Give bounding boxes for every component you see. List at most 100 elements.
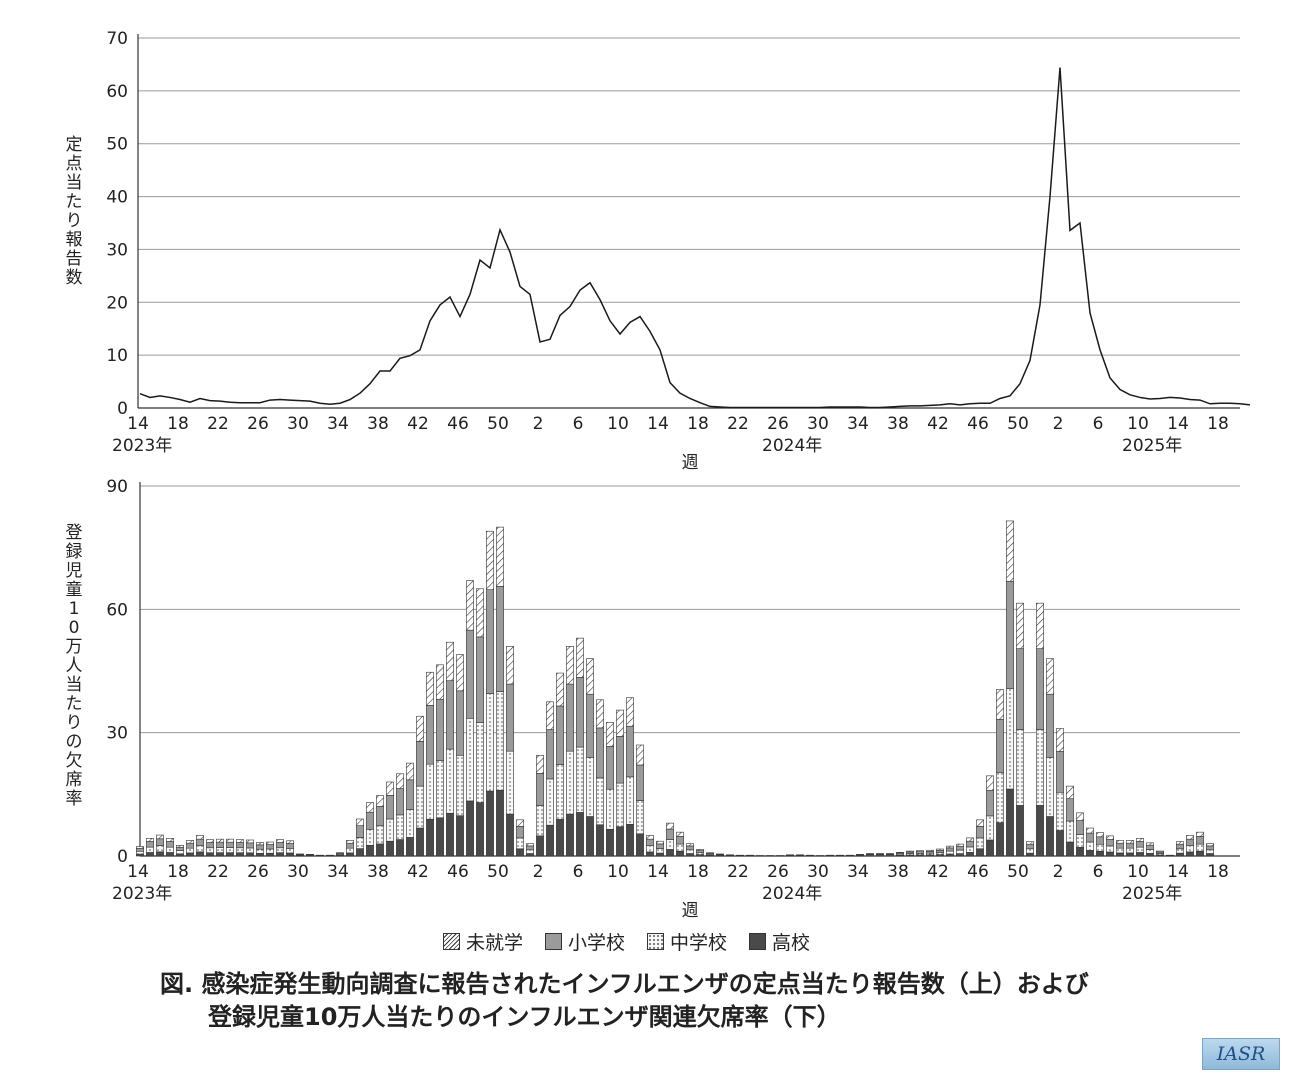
bar-segment-junior-high (476, 722, 484, 803)
top-series (139, 67, 1251, 409)
top-x-tick-label: 46 (447, 414, 469, 434)
bar-segment-high-school (546, 824, 554, 857)
bar-segment-elementary (406, 779, 414, 810)
bar-segment-high-school (556, 819, 564, 857)
bar-segment-elementary (226, 841, 234, 848)
bar-segment-junior-high (626, 776, 634, 825)
bar-segment-preschool (446, 641, 454, 681)
bar-segment-elementary (516, 826, 524, 839)
bar-segment-junior-high (396, 814, 404, 840)
bar-segment-high-school (486, 790, 494, 857)
top-x-tick-label: 38 (367, 414, 389, 434)
top-gridlines (137, 34, 1240, 409)
bar-segment-high-school (466, 800, 474, 857)
bar-segment-preschool (536, 754, 544, 774)
bar-segment-elementary (1186, 838, 1194, 847)
bar-segment-preschool (1056, 728, 1064, 752)
bar-segment-high-school (976, 848, 984, 857)
top-x-tick-label: 10 (1127, 414, 1149, 434)
bar-segment-elementary (986, 789, 994, 817)
bottom-gridlines (139, 482, 1240, 857)
bottom-x-axis-label: 週 (682, 901, 699, 921)
bar-segment-preschool (506, 646, 514, 685)
bottom-y-label-char: 録 (66, 542, 83, 562)
top-y-tick-label: 50 (106, 135, 128, 155)
bar-segment-junior-high (1106, 845, 1114, 853)
bar-segment-high-school (236, 852, 244, 857)
top-x-tick-label: 22 (727, 414, 749, 434)
bottom-x-tick-label: 14 (127, 862, 149, 882)
bar-segment-preschool (706, 852, 714, 854)
bottom-x-tick-label: 30 (287, 862, 309, 882)
caption-line-1: 図. 感染症発生動向調査に報告されたインフルエンザの定点当たり報告数（上）および (160, 970, 1089, 998)
top-y-tick-label: 0 (117, 399, 128, 419)
bar-segment-preschool (1136, 838, 1144, 842)
bar-segment-high-school (1026, 852, 1034, 857)
top-x-tick-label: 50 (487, 414, 509, 434)
bottom-year-labels: 2023年 2024年 2025年 (112, 884, 1182, 904)
bar-segment-preschool (1196, 831, 1204, 837)
top-year-label: 2025年 (1122, 436, 1182, 456)
bottom-y-label-char: の (66, 732, 83, 752)
bar-segment-junior-high (966, 846, 974, 853)
bottom-y-label-char: 万 (66, 637, 83, 657)
bar-segment-high-school (596, 824, 604, 857)
top-y-label-char: り (66, 211, 83, 231)
top-x-tick-label: 34 (327, 414, 349, 434)
bottom-y-label-char: り (66, 713, 83, 733)
bar-segment-high-school (1106, 851, 1114, 857)
bottom-y-label-char: 児 (66, 561, 83, 581)
top-y-tick-label: 30 (106, 240, 128, 260)
bar-segment-elementary (526, 845, 534, 851)
bar-segment-junior-high (946, 850, 954, 855)
bottom-y-tick-labels: 0 30 60 90 (106, 477, 128, 867)
bar-segment-junior-high (1066, 820, 1074, 843)
bar-segment-junior-high (1196, 843, 1204, 852)
bar-segment-junior-high (1136, 846, 1144, 853)
bar-segment-junior-high (206, 847, 214, 854)
bar-segment-elementary (486, 589, 494, 694)
bar-segment-junior-high (156, 845, 164, 853)
bar-segment-junior-high (936, 852, 944, 855)
bar-segment-elementary (426, 705, 434, 765)
bar-segment-junior-high (616, 782, 624, 828)
bar-segment-preschool (1096, 832, 1104, 838)
bar-segment-preschool (586, 658, 594, 695)
bar-segment-junior-high (1036, 729, 1044, 806)
bar-segment-preschool (596, 699, 604, 729)
bar-segment-high-school (286, 852, 294, 857)
bar-segment-junior-high (566, 750, 574, 815)
bar-segment-preschool (266, 841, 274, 845)
bar-segment-elementary (1176, 843, 1184, 850)
bar-segment-high-school (256, 852, 264, 857)
bottom-y-axis-label: 登録児童 1 0 万人当たりの欠席率 (66, 523, 83, 809)
top-x-axis-label: 週 (682, 453, 699, 473)
bar-segment-preschool (276, 839, 284, 843)
bottom-y-label-char: た (66, 694, 83, 714)
bar-segment-elementary (376, 806, 384, 827)
bar-segment-preschool (176, 845, 184, 848)
bar-segment-high-school (686, 853, 694, 857)
bar-segment-elementary (606, 746, 614, 790)
top-y-label-char: 報 (66, 230, 83, 250)
bar-segment-preschool (476, 588, 484, 638)
bar-segment-preschool (346, 840, 354, 844)
bar-segment-elementary (626, 725, 634, 778)
bottom-x-tick-label: 6 (1093, 862, 1104, 882)
legend-item-preschool: 未就学 (443, 928, 523, 955)
bar-segment-junior-high (256, 848, 264, 854)
bar-segment-preschool (1086, 827, 1094, 834)
bar-segment-preschool (196, 835, 204, 840)
bar-segment-high-school (1066, 841, 1074, 857)
bar-segment-high-school (526, 853, 534, 857)
bar-segment-elementary (166, 841, 174, 848)
bar-segment-junior-high (466, 717, 474, 802)
bar-segment-elementary (696, 850, 704, 854)
top-y-label-char: 定 (66, 135, 83, 155)
bottom-y-label-char: 人 (66, 656, 83, 676)
figure-caption: 図. 感染症発生動向調査に報告されたインフルエンザの定点当たり報告数（上）および… (160, 968, 1089, 1034)
bar-segment-elementary (386, 795, 394, 820)
bar-segment-preschool (406, 762, 414, 781)
bar-segment-preschool (336, 852, 344, 854)
